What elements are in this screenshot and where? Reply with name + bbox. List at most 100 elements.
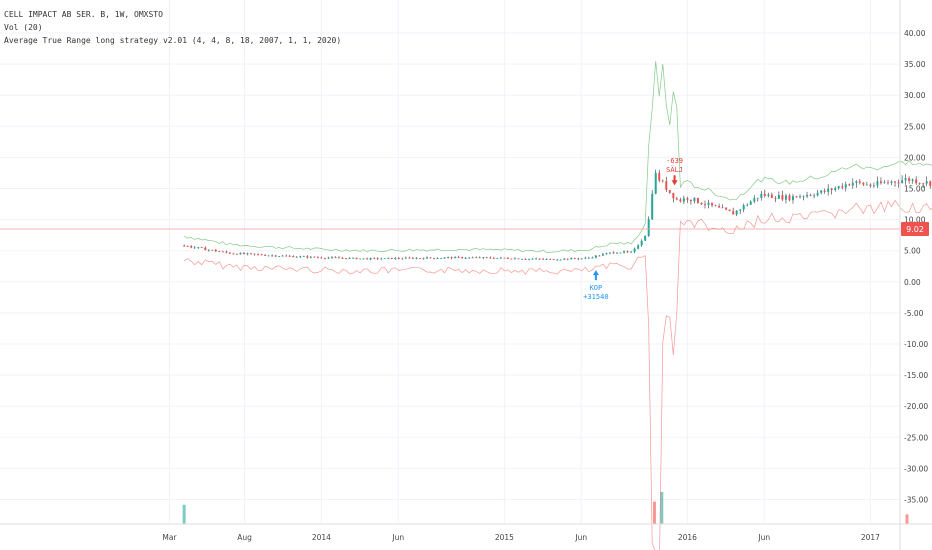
candle-body: [556, 259, 559, 261]
candle-body: [528, 258, 531, 260]
candle-body: [774, 197, 777, 199]
y-tick-label: 30.00: [904, 91, 926, 100]
price-scale[interactable]: 40.00 35.00 30.00 25.00 20.00 15.00 10.00 5.00 0…: [904, 29, 928, 505]
y-tick-label: 35.00: [904, 60, 926, 69]
candle-body: [320, 257, 323, 259]
candle-body: [383, 258, 386, 259]
candle-body: [425, 257, 428, 259]
candle-body: [566, 258, 569, 260]
candle-body: [221, 251, 224, 253]
volume-bar: [182, 504, 186, 524]
sell-signal-label: -639: [666, 157, 683, 165]
candle-body: [274, 255, 277, 257]
candle-body: [278, 256, 281, 258]
candle-body: [292, 256, 295, 258]
candle-body: [457, 256, 460, 258]
candle-body: [302, 256, 305, 258]
candle-body: [901, 180, 904, 183]
candle-body: [725, 207, 728, 210]
candle-body: [689, 199, 692, 202]
candle-body: [616, 252, 619, 254]
candle-body: [440, 258, 443, 259]
candle-body: [788, 195, 791, 201]
candle-body: [897, 182, 900, 184]
candle-body: [605, 253, 608, 255]
candle-body: [496, 258, 499, 259]
candle-body: [570, 258, 573, 260]
candle-body: [630, 251, 633, 253]
grid: [0, 0, 900, 524]
candle-body: [711, 202, 714, 206]
candle-body: [862, 182, 865, 185]
candle-body: [513, 258, 516, 260]
candle-body: [848, 184, 851, 186]
price-candles: [183, 169, 932, 261]
candle-body: [330, 257, 333, 259]
candle-body: [587, 257, 590, 259]
candle-body: [411, 257, 414, 259]
candle-body: [545, 259, 548, 260]
candle-body: [886, 182, 889, 184]
y-tick-label: -35.00: [904, 496, 928, 505]
x-tick-label: Jun: [757, 533, 770, 542]
candle-body: [665, 181, 668, 190]
candle-body: [749, 201, 752, 205]
candle-body: [510, 258, 513, 260]
candle-body: [362, 258, 365, 260]
strategy-title[interactable]: Average True Range long strategy v2.01 (…: [4, 36, 342, 45]
candle-body: [542, 258, 545, 260]
candle-body: [524, 259, 527, 260]
candle-body: [721, 207, 724, 209]
y-tick-label: 20.00: [904, 153, 926, 162]
candle-body: [728, 209, 731, 212]
candle-body: [767, 194, 770, 196]
candle-body: [809, 195, 812, 196]
symbol-title[interactable]: CELL IMPACT AB SER. B, 1W, OMXSTO: [4, 10, 163, 19]
candle-body: [623, 251, 626, 253]
candle-body: [703, 204, 706, 206]
candle-body: [471, 257, 474, 259]
candle-body: [732, 211, 735, 215]
candle-body: [207, 249, 210, 251]
time-scale[interactable]: MarAug2014Jun2015Jun2016Jun2017Jun2018Ju…: [162, 533, 932, 542]
candle-body: [478, 257, 481, 259]
candle-body: [228, 252, 231, 254]
last-price-badge: 9.02: [901, 222, 929, 236]
candle-body: [352, 257, 355, 259]
candle-body: [380, 258, 383, 260]
candle-body: [633, 248, 636, 252]
volume-indicator-title[interactable]: Vol (20): [4, 23, 43, 32]
candle-body: [858, 181, 861, 183]
candle-body: [844, 184, 847, 188]
candle-body: [316, 257, 319, 259]
candle-body: [464, 257, 467, 259]
candle-body: [658, 172, 661, 181]
candle-body: [200, 247, 203, 248]
candle-body: [816, 192, 819, 196]
candle-body: [337, 257, 340, 259]
candle-body: [345, 258, 348, 259]
candle-body: [777, 194, 780, 199]
candle-body: [214, 249, 217, 252]
candle-body: [443, 257, 446, 259]
candle-body: [770, 194, 773, 198]
candle-body: [925, 181, 928, 184]
candle-body: [591, 257, 594, 259]
candle-body: [851, 182, 854, 186]
candle-body: [679, 199, 682, 202]
y-tick-label: 0.00: [904, 278, 921, 287]
y-tick-label: -30.00: [904, 464, 928, 473]
candle-body: [285, 255, 288, 257]
candle-body: [450, 257, 453, 259]
candle-body: [626, 251, 629, 253]
candle-body: [461, 257, 464, 259]
candle-body: [696, 197, 699, 203]
candle-body: [760, 193, 763, 198]
x-tick-label: Mar: [162, 533, 177, 542]
candle-body: [781, 194, 784, 200]
legend: CELL IMPACT AB SER. B, 1W, OMXSTO Vol (2…: [4, 8, 341, 47]
candle-body: [281, 255, 284, 257]
candle-body: [647, 219, 650, 236]
candle-body: [823, 190, 826, 192]
